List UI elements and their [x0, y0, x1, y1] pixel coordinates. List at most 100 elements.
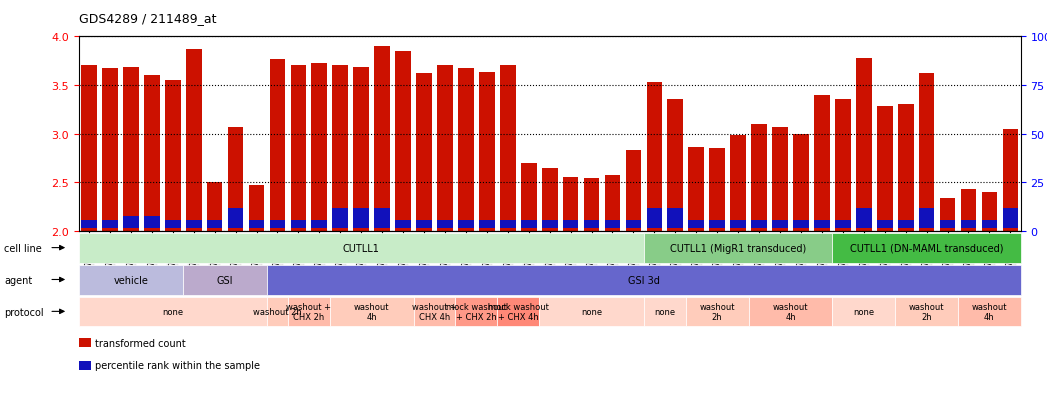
Bar — [855, 59, 871, 231]
Bar — [164, 221, 180, 228]
Bar — [688, 221, 704, 228]
Text: agent: agent — [4, 275, 32, 285]
Text: GSI: GSI — [217, 275, 233, 285]
Bar — [960, 190, 976, 231]
Bar — [919, 209, 934, 228]
Bar — [416, 221, 431, 228]
Text: cell line: cell line — [4, 243, 42, 253]
Text: CUTLL1 (MigR1 transduced): CUTLL1 (MigR1 transduced) — [670, 243, 806, 253]
Bar — [227, 128, 243, 231]
Bar — [730, 221, 745, 228]
Bar — [353, 209, 369, 228]
Bar — [855, 209, 871, 228]
Bar — [751, 125, 766, 231]
Bar — [227, 209, 243, 228]
Bar — [1002, 209, 1018, 228]
Bar — [668, 209, 683, 228]
Text: transformed count: transformed count — [95, 338, 186, 348]
Bar — [395, 221, 410, 228]
Bar — [81, 66, 96, 231]
Bar — [395, 52, 410, 231]
Text: washout
4h: washout 4h — [972, 302, 1007, 321]
Bar — [836, 221, 850, 228]
Bar — [939, 221, 955, 228]
Bar — [794, 134, 808, 231]
Bar — [710, 149, 725, 231]
Bar — [625, 221, 641, 228]
Bar — [290, 221, 306, 228]
Bar — [1002, 129, 1018, 231]
Text: protocol: protocol — [4, 307, 44, 317]
Bar — [646, 83, 662, 231]
Bar — [311, 63, 327, 231]
Bar — [185, 50, 201, 231]
Bar — [730, 135, 745, 231]
Bar — [248, 186, 264, 231]
Bar — [185, 221, 201, 228]
Bar — [583, 221, 599, 228]
Text: mock washout
+ CHX 4h: mock washout + CHX 4h — [488, 302, 549, 321]
Bar — [437, 66, 452, 231]
Bar — [541, 168, 557, 231]
Bar — [960, 221, 976, 228]
Bar — [520, 221, 536, 228]
Bar — [332, 209, 348, 228]
Bar — [437, 221, 452, 228]
Text: none: none — [654, 307, 675, 316]
Text: none: none — [162, 307, 183, 316]
Bar — [478, 221, 494, 228]
Bar — [897, 221, 913, 228]
Bar — [458, 69, 473, 231]
Text: washout
4h: washout 4h — [354, 302, 389, 321]
Bar — [668, 100, 683, 231]
Bar — [625, 151, 641, 231]
Bar — [478, 73, 494, 231]
Bar — [562, 178, 578, 231]
Bar — [206, 183, 222, 231]
Bar — [332, 66, 348, 231]
Bar — [102, 69, 117, 231]
Bar — [876, 107, 892, 231]
Bar — [374, 209, 389, 228]
Text: washout 2h: washout 2h — [253, 307, 302, 316]
Text: washout
2h: washout 2h — [909, 302, 944, 321]
Text: CUTLL1 (DN-MAML transduced): CUTLL1 (DN-MAML transduced) — [850, 243, 1003, 253]
Bar — [772, 221, 787, 228]
Bar — [269, 221, 285, 228]
Bar — [122, 217, 138, 228]
Bar — [710, 221, 725, 228]
Bar — [541, 221, 557, 228]
Text: vehicle: vehicle — [113, 275, 149, 285]
Text: none: none — [853, 307, 874, 316]
Text: washout +
CHX 2h: washout + CHX 2h — [287, 302, 331, 321]
Bar — [374, 47, 389, 231]
Bar — [772, 128, 787, 231]
Bar — [836, 100, 850, 231]
Text: washout +
CHX 4h: washout + CHX 4h — [413, 302, 456, 321]
Bar — [562, 221, 578, 228]
Bar — [269, 59, 285, 231]
Bar — [814, 95, 829, 231]
Bar — [499, 66, 515, 231]
Bar — [794, 221, 808, 228]
Bar — [499, 221, 515, 228]
Text: none: none — [581, 307, 602, 316]
Bar — [919, 74, 934, 231]
Text: CUTLL1: CUTLL1 — [342, 243, 380, 253]
Bar — [164, 81, 180, 231]
Bar — [122, 68, 138, 231]
Bar — [897, 105, 913, 231]
Bar — [583, 179, 599, 231]
Bar — [981, 221, 997, 228]
Bar — [939, 198, 955, 231]
Text: percentile rank within the sample: percentile rank within the sample — [95, 361, 261, 370]
Bar — [604, 176, 620, 231]
Bar — [311, 221, 327, 228]
Text: GSI 3d: GSI 3d — [628, 275, 660, 285]
Text: washout
2h: washout 2h — [699, 302, 735, 321]
Bar — [353, 68, 369, 231]
Bar — [604, 221, 620, 228]
Bar — [688, 148, 704, 231]
Bar — [981, 192, 997, 231]
Bar — [458, 221, 473, 228]
